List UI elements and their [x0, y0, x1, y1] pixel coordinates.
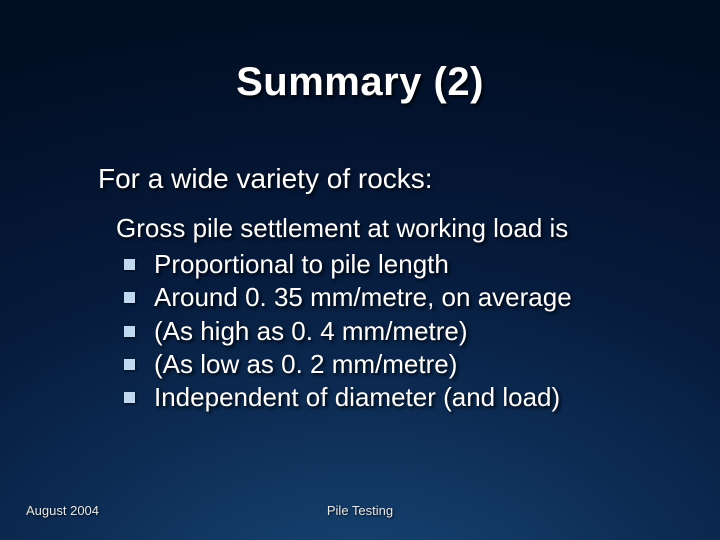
square-bullet-icon	[124, 259, 135, 270]
bullet-text: (As high as 0. 4 mm/metre)	[154, 316, 468, 346]
square-bullet-icon	[124, 359, 135, 370]
square-bullet-icon	[124, 292, 135, 303]
square-bullet-icon	[124, 326, 135, 337]
bullet-text: (As low as 0. 2 mm/metre)	[154, 349, 457, 379]
bullet-text: Proportional to pile length	[154, 249, 449, 279]
list-item: Proportional to pile length	[116, 248, 680, 281]
subtitle-text: For a wide variety of rocks:	[98, 163, 680, 195]
slide-title: Summary (2)	[0, 0, 720, 115]
slide-content: For a wide variety of rocks: Gross pile …	[0, 115, 720, 414]
bullet-list: Proportional to pile length Around 0. 35…	[98, 248, 680, 414]
footer-title: Pile Testing	[0, 503, 720, 518]
list-item: (As high as 0. 4 mm/metre)	[116, 315, 680, 348]
list-item: (As low as 0. 2 mm/metre)	[116, 348, 680, 381]
slide: Summary (2) For a wide variety of rocks:…	[0, 0, 720, 540]
list-item: Around 0. 35 mm/metre, on average	[116, 281, 680, 314]
lead-text: Gross pile settlement at working load is	[98, 213, 680, 244]
bullet-text: Independent of diameter (and load)	[154, 382, 560, 412]
bullet-text: Around 0. 35 mm/metre, on average	[154, 282, 572, 312]
list-item: Independent of diameter (and load)	[116, 381, 680, 414]
square-bullet-icon	[124, 392, 135, 403]
